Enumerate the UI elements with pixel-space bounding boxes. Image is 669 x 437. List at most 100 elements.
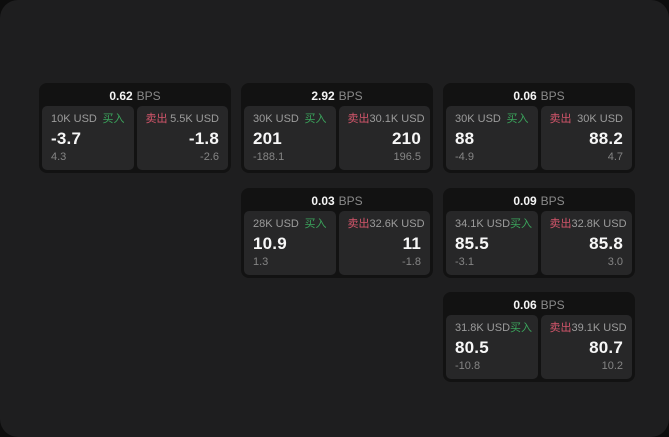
pane-top-row: 28K USD 买入	[253, 218, 327, 231]
buy-amount: 30K USD	[455, 113, 501, 125]
quote-card-4: 0.03 BPS 28K USD 买入 10.9 1.3 卖出 32.6K US…	[241, 188, 433, 278]
buy-side-label: 买入	[510, 218, 533, 230]
sell-side-label: 卖出	[347, 113, 370, 125]
buy-pane[interactable]: 31.8K USD 买入 80.5 -10.8	[446, 315, 538, 379]
bps-unit-label: BPS	[136, 89, 161, 103]
pane-top-row: 卖出 32.6K USD	[347, 218, 425, 231]
sell-side-label: 卖出	[145, 113, 168, 125]
pane-top-row: 30K USD 买入	[253, 113, 327, 126]
buy-delta: -4.9	[455, 151, 474, 163]
buy-price: 80.5	[455, 338, 489, 357]
buy-amount: 10K USD	[51, 113, 97, 125]
sell-delta: 196.5	[393, 151, 421, 163]
pane-top-row: 10K USD 买入	[51, 113, 125, 126]
bps-value: 0.09	[513, 194, 537, 208]
sell-delta: 4.7	[607, 151, 623, 163]
quote-card-1: 0.62 BPS 10K USD 买入 -3.7 4.3 卖出 5.5K USD…	[39, 83, 231, 173]
sell-amount: 32.8K USD	[571, 218, 627, 230]
quote-card-5: 0.09 BPS 34.1K USD 买入 85.5 -3.1 卖出 32.8K…	[443, 188, 635, 278]
buy-amount: 30K USD	[253, 113, 299, 125]
sell-price: 210	[392, 129, 421, 148]
sell-price: 85.8	[589, 234, 623, 253]
sell-amount: 5.5K USD	[170, 113, 219, 125]
sell-price: -1.8	[188, 129, 219, 148]
buy-delta: 4.3	[51, 151, 67, 163]
buy-pane[interactable]: 30K USD 买入 201 -188.1	[244, 106, 336, 170]
quote-card-2: 2.92 BPS 30K USD 买入 201 -188.1 卖出 30.1K …	[241, 83, 433, 173]
pane-top-row: 卖出 5.5K USD	[146, 113, 220, 126]
quote-panes: 30K USD 买入 88 -4.9 卖出 30K USD 88.2 4.7	[446, 106, 632, 170]
sell-side-label: 卖出	[347, 218, 370, 230]
sell-delta: -2.6	[200, 151, 219, 163]
bps-unit-label: BPS	[338, 89, 363, 103]
sell-pane[interactable]: 卖出 30K USD 88.2 4.7	[540, 106, 632, 170]
buy-price: 85.5	[455, 234, 489, 253]
buy-side-label: 买入	[506, 113, 529, 125]
sell-pane[interactable]: 卖出 30.1K USD 210 196.5	[338, 106, 430, 170]
pane-top-row: 卖出 30.1K USD	[347, 113, 425, 126]
sell-amount: 32.6K USD	[369, 218, 425, 230]
pane-top-row: 34.1K USD 买入	[455, 218, 533, 231]
sell-delta: 3.0	[607, 256, 623, 268]
buy-delta: 1.3	[253, 256, 269, 268]
sell-side-label: 卖出	[549, 113, 572, 125]
buy-pane[interactable]: 28K USD 买入 10.9 1.3	[244, 211, 336, 275]
bps-unit-label: BPS	[338, 194, 363, 208]
sell-delta: -1.8	[402, 256, 421, 268]
sell-price: 80.7	[589, 338, 623, 357]
sell-amount: 39.1K USD	[571, 322, 627, 334]
buy-side-label: 买入	[102, 113, 125, 125]
pane-top-row: 30K USD 买入	[455, 113, 529, 126]
bps-value: 0.06	[513, 89, 537, 103]
sell-pane[interactable]: 卖出 5.5K USD -1.8 -2.6	[136, 106, 228, 170]
quote-card-3: 0.06 BPS 30K USD 买入 88 -4.9 卖出 30K USD 8…	[443, 83, 635, 173]
sell-price: 11	[402, 234, 421, 253]
sell-delta: 10.2	[601, 360, 623, 372]
bps-value: 0.06	[513, 298, 537, 312]
quote-panes: 31.8K USD 买入 80.5 -10.8 卖出 39.1K USD 80.…	[446, 315, 632, 379]
sell-pane[interactable]: 卖出 32.6K USD 11 -1.8	[338, 211, 430, 275]
quote-panes: 10K USD 买入 -3.7 4.3 卖出 5.5K USD -1.8 -2.…	[42, 106, 228, 170]
sell-pane[interactable]: 卖出 32.8K USD 85.8 3.0	[540, 211, 632, 275]
card-header: 2.92 BPS	[244, 86, 430, 106]
buy-side-label: 买入	[510, 322, 533, 334]
buy-pane[interactable]: 30K USD 买入 88 -4.9	[446, 106, 538, 170]
quote-panes: 34.1K USD 买入 85.5 -3.1 卖出 32.8K USD 85.8…	[446, 211, 632, 275]
sell-price: 88.2	[589, 129, 623, 148]
buy-price: -3.7	[51, 129, 82, 148]
buy-side-label: 买入	[304, 113, 327, 125]
buy-price: 88	[455, 129, 475, 148]
bps-unit-label: BPS	[540, 298, 565, 312]
buy-delta: -10.8	[455, 360, 481, 372]
buy-price: 10.9	[253, 234, 287, 253]
buy-amount: 28K USD	[253, 218, 299, 230]
pane-top-row: 31.8K USD 买入	[455, 322, 533, 335]
sell-amount: 30.1K USD	[369, 113, 425, 125]
pane-top-row: 卖出 32.8K USD	[549, 218, 627, 231]
buy-amount: 34.1K USD	[455, 218, 511, 230]
buy-price: 201	[253, 129, 282, 148]
card-header: 0.06 BPS	[446, 295, 632, 315]
pane-top-row: 卖出 30K USD	[550, 113, 624, 126]
buy-side-label: 买入	[304, 218, 327, 230]
buy-delta: -3.1	[455, 256, 474, 268]
buy-pane[interactable]: 34.1K USD 买入 85.5 -3.1	[446, 211, 538, 275]
buy-pane[interactable]: 10K USD 买入 -3.7 4.3	[42, 106, 134, 170]
quote-panes: 30K USD 买入 201 -188.1 卖出 30.1K USD 210 1…	[244, 106, 430, 170]
buy-delta: -188.1	[253, 151, 285, 163]
sell-pane[interactable]: 卖出 39.1K USD 80.7 10.2	[540, 315, 632, 379]
card-header: 0.62 BPS	[42, 86, 228, 106]
card-header: 0.09 BPS	[446, 191, 632, 211]
bps-value: 0.03	[311, 194, 335, 208]
sell-amount: 30K USD	[577, 113, 623, 125]
bps-unit-label: BPS	[540, 89, 565, 103]
card-header: 0.06 BPS	[446, 86, 632, 106]
pane-top-row: 卖出 39.1K USD	[549, 322, 627, 335]
sell-side-label: 卖出	[549, 218, 572, 230]
bps-value: 0.62	[109, 89, 133, 103]
buy-amount: 31.8K USD	[455, 322, 511, 334]
quote-panes: 28K USD 买入 10.9 1.3 卖出 32.6K USD 11 -1.8	[244, 211, 430, 275]
sell-side-label: 卖出	[549, 322, 572, 334]
card-header: 0.03 BPS	[244, 191, 430, 211]
